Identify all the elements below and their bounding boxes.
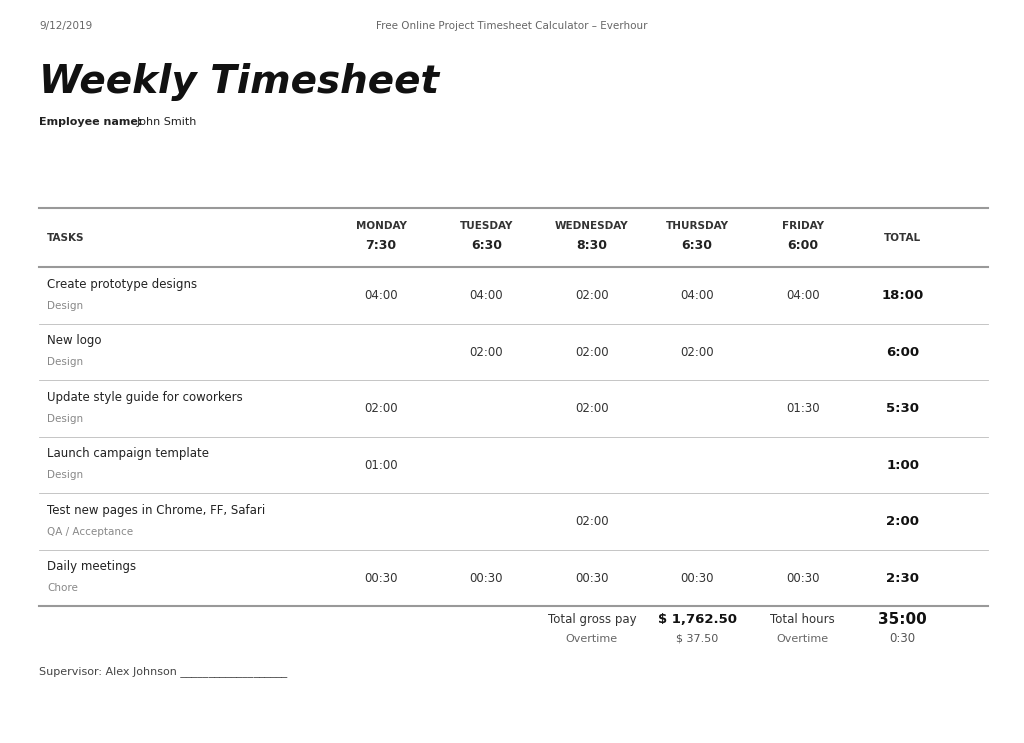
Text: 0:30: 0:30 [890, 632, 915, 646]
Text: Design: Design [47, 301, 83, 311]
Text: 35:00: 35:00 [879, 612, 927, 627]
Text: $ 1,762.50: $ 1,762.50 [657, 613, 736, 626]
Text: Design: Design [47, 357, 83, 367]
Text: Test new pages in Chrome, FF, Safari: Test new pages in Chrome, FF, Safari [47, 504, 265, 517]
Text: Design: Design [47, 470, 83, 480]
Text: TASKS: TASKS [47, 233, 85, 243]
Text: Overtime: Overtime [566, 634, 617, 644]
Text: FRIDAY: FRIDAY [781, 221, 823, 231]
Text: 00:30: 00:30 [470, 571, 503, 585]
Text: MONDAY: MONDAY [355, 221, 407, 231]
Text: 5:30: 5:30 [886, 402, 920, 415]
Text: 02:00: 02:00 [575, 345, 608, 359]
Text: TOTAL: TOTAL [884, 233, 922, 243]
Text: 00:30: 00:30 [785, 571, 819, 585]
Text: THURSDAY: THURSDAY [666, 221, 729, 231]
Text: TUESDAY: TUESDAY [460, 221, 513, 231]
Text: 2:30: 2:30 [886, 571, 920, 585]
Text: Design: Design [47, 414, 83, 424]
Text: 02:00: 02:00 [575, 289, 608, 302]
Text: 6:00: 6:00 [886, 345, 920, 359]
Text: Launch campaign template: Launch campaign template [47, 447, 209, 461]
Text: Daily meetings: Daily meetings [47, 560, 136, 574]
Text: Overtime: Overtime [776, 634, 828, 644]
Text: Weekly Timesheet: Weekly Timesheet [39, 63, 439, 101]
Text: 01:00: 01:00 [365, 458, 398, 472]
Text: 7:30: 7:30 [366, 239, 396, 252]
Text: 02:00: 02:00 [575, 515, 608, 528]
Text: 00:30: 00:30 [365, 571, 398, 585]
Text: Create prototype designs: Create prototype designs [47, 278, 198, 291]
Text: 6:30: 6:30 [471, 239, 502, 252]
Text: 04:00: 04:00 [785, 289, 819, 302]
Text: 00:30: 00:30 [575, 571, 608, 585]
Text: Total gross pay: Total gross pay [548, 613, 636, 626]
Text: $ 37.50: $ 37.50 [676, 634, 719, 644]
Text: Update style guide for coworkers: Update style guide for coworkers [47, 391, 243, 404]
Text: 02:00: 02:00 [470, 345, 503, 359]
Text: 02:00: 02:00 [575, 402, 608, 415]
Text: 02:00: 02:00 [680, 345, 714, 359]
Text: Employee name:: Employee name: [39, 117, 142, 126]
Text: John Smith: John Smith [136, 117, 197, 126]
Text: 04:00: 04:00 [365, 289, 398, 302]
Text: 2:00: 2:00 [886, 515, 920, 528]
Text: 6:30: 6:30 [682, 239, 713, 252]
Text: 00:30: 00:30 [681, 571, 714, 585]
Text: 02:00: 02:00 [365, 402, 398, 415]
Text: Free Online Project Timesheet Calculator – Everhour: Free Online Project Timesheet Calculator… [376, 21, 648, 30]
Text: 04:00: 04:00 [470, 289, 503, 302]
Text: Chore: Chore [47, 583, 78, 593]
Text: 6:00: 6:00 [787, 239, 818, 252]
Text: New logo: New logo [47, 334, 101, 348]
Text: 1:00: 1:00 [886, 458, 920, 472]
Text: 01:30: 01:30 [785, 402, 819, 415]
Text: Supervisor: Alex Johnson ___________________: Supervisor: Alex Johnson _______________… [39, 666, 287, 677]
Text: 9/12/2019: 9/12/2019 [39, 21, 92, 30]
Text: WEDNESDAY: WEDNESDAY [555, 221, 629, 231]
Text: 18:00: 18:00 [882, 289, 924, 302]
Text: 8:30: 8:30 [577, 239, 607, 252]
Text: QA / Acceptance: QA / Acceptance [47, 527, 133, 536]
Text: Total hours: Total hours [770, 613, 835, 626]
Text: 04:00: 04:00 [680, 289, 714, 302]
